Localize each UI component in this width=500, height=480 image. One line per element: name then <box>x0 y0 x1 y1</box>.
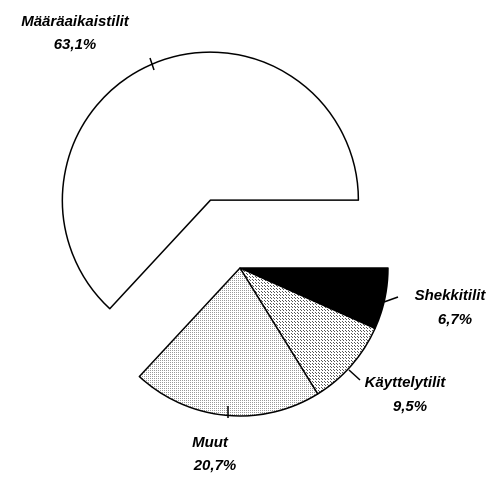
slice-value-label: 63,1% <box>54 36 97 53</box>
label-tick <box>383 296 399 303</box>
slice-label: Muut <box>192 434 229 451</box>
label-tick <box>348 369 361 381</box>
slice-value-label: 6,7% <box>438 311 472 328</box>
label-tick <box>149 57 155 71</box>
pie-slice <box>61 51 360 310</box>
slice-label: Käyttelytilit <box>365 374 447 391</box>
pie-slice <box>138 267 319 417</box>
slice-label: Shekkitilit <box>415 287 487 304</box>
slice-value-label: 20,7% <box>193 457 237 474</box>
slice-value-label: 9,5% <box>393 398 427 415</box>
slice-label: Määräaikaistilit <box>21 13 130 30</box>
pie-slice <box>239 267 376 395</box>
